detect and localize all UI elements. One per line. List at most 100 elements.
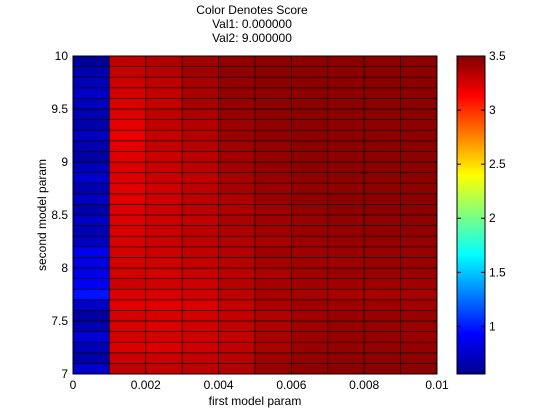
heatmap-cell [72, 161, 110, 173]
heatmap-cell [327, 151, 365, 163]
x-tick-label: 0 [70, 378, 77, 392]
heatmap-cell [181, 331, 219, 343]
heatmap-cell [363, 278, 401, 290]
heatmap-cell [400, 66, 438, 78]
heatmap-cell [327, 288, 365, 301]
heatmap-cell [218, 267, 256, 279]
heatmap-cell [145, 119, 183, 131]
heatmap-cell [327, 98, 365, 110]
heatmap-cell [109, 320, 147, 332]
y-tick-label: 8.5 [51, 208, 68, 222]
colorbar-tick-label: 2.5 [489, 157, 506, 171]
heatmap-cell [145, 108, 183, 120]
heatmap-cell [363, 108, 401, 120]
y-axis: 7 7.5 8 8.5 9 9.5 10 [51, 49, 437, 381]
heatmap-cell [109, 55, 147, 67]
heatmap-cell [145, 193, 183, 205]
heatmap-cell [109, 257, 147, 269]
chart-title-line-2: Val1: 0.000000 [212, 17, 292, 31]
heatmap-cell [291, 129, 329, 142]
heatmap-cell [181, 108, 219, 120]
heatmap-cell [363, 140, 401, 152]
heatmap-cell [400, 214, 438, 226]
heatmap-cell [327, 257, 365, 269]
heatmap-cell [145, 278, 183, 290]
heatmap-cell [181, 299, 219, 311]
heatmap-cell [363, 151, 401, 163]
colorbar [456, 55, 486, 375]
y-tick-label: 9 [61, 155, 68, 169]
heatmap-cell [181, 193, 219, 205]
heatmap-cell [254, 98, 292, 110]
heatmap-cell [400, 76, 438, 89]
heatmap-cell [218, 204, 256, 216]
heatmap-cell [218, 331, 256, 343]
heatmap-cell [109, 310, 147, 322]
heatmap-cell [254, 66, 292, 78]
heatmap-cell [327, 267, 365, 279]
x-tick-label: 0.006 [276, 378, 306, 392]
heatmap-cell [181, 98, 219, 110]
heatmap-cell [72, 352, 110, 364]
heatmap-cell [327, 246, 365, 258]
heatmap-cell [109, 161, 147, 173]
heatmap-cell [109, 98, 147, 110]
x-tick-label: 0.008 [349, 378, 379, 392]
heatmap-cell [254, 225, 292, 237]
heatmap-cell [145, 214, 183, 226]
heatmap-cell [181, 288, 219, 301]
heatmap-cell [254, 214, 292, 226]
heatmap-cell [327, 299, 365, 311]
heatmap-cell [145, 55, 183, 67]
y-axis-label: second model param [35, 158, 49, 272]
heatmap-cell [72, 225, 110, 237]
heatmap-cell [218, 288, 256, 301]
heatmap-cell [181, 87, 219, 99]
heatmap-cell [72, 204, 110, 216]
heatmap-cell [327, 204, 365, 216]
heatmap-cell [109, 267, 147, 279]
heatmap-cell [327, 182, 365, 195]
colorbar-tick-label: 2 [489, 211, 496, 225]
heatmap-cell [363, 76, 401, 89]
heatmap-cell [72, 310, 110, 322]
heatmap-cell [109, 363, 147, 375]
heatmap-cell [181, 119, 219, 131]
heatmap-cell [145, 140, 183, 152]
heatmap-cell [400, 288, 438, 301]
heatmap-cell [363, 87, 401, 99]
heatmap-cell [181, 225, 219, 237]
heatmap-cell [400, 331, 438, 343]
heatmap-cell [218, 363, 256, 375]
heatmap-cell [72, 140, 110, 152]
heatmap-cell [327, 161, 365, 173]
heatmap-cell [181, 129, 219, 142]
heatmap-cell [400, 235, 438, 248]
chart-title-line-1: Color Denotes Score [196, 3, 308, 17]
heatmap-cell [400, 98, 438, 110]
x-axis-label: first model param [208, 394, 302, 408]
heatmap-cell [254, 55, 292, 67]
heatmap-cell [363, 214, 401, 226]
heatmap-cell [254, 288, 292, 301]
heatmap-cell [181, 320, 219, 332]
heatmap-cell [181, 66, 219, 78]
heatmap-cell [218, 66, 256, 78]
heatmap-cell [291, 235, 329, 248]
colorbar-tick-label: 1.5 [489, 265, 506, 279]
heatmap-cell [327, 310, 365, 322]
heatmap-cell [109, 108, 147, 120]
heatmap-cell [109, 182, 147, 195]
heatmap-cell [327, 172, 365, 184]
heatmap-cell [109, 278, 147, 290]
heatmap-cell [400, 151, 438, 163]
y-tick-label: 7.5 [51, 314, 68, 328]
heatmap-cell [218, 214, 256, 226]
heatmap-cell [181, 172, 219, 184]
heatmap-cell [327, 235, 365, 248]
heatmap-cell [400, 225, 438, 237]
heatmap-cell [218, 129, 256, 142]
heatmap-cell [145, 352, 183, 364]
heatmap-cell [291, 278, 329, 290]
heatmap-cell [254, 193, 292, 205]
